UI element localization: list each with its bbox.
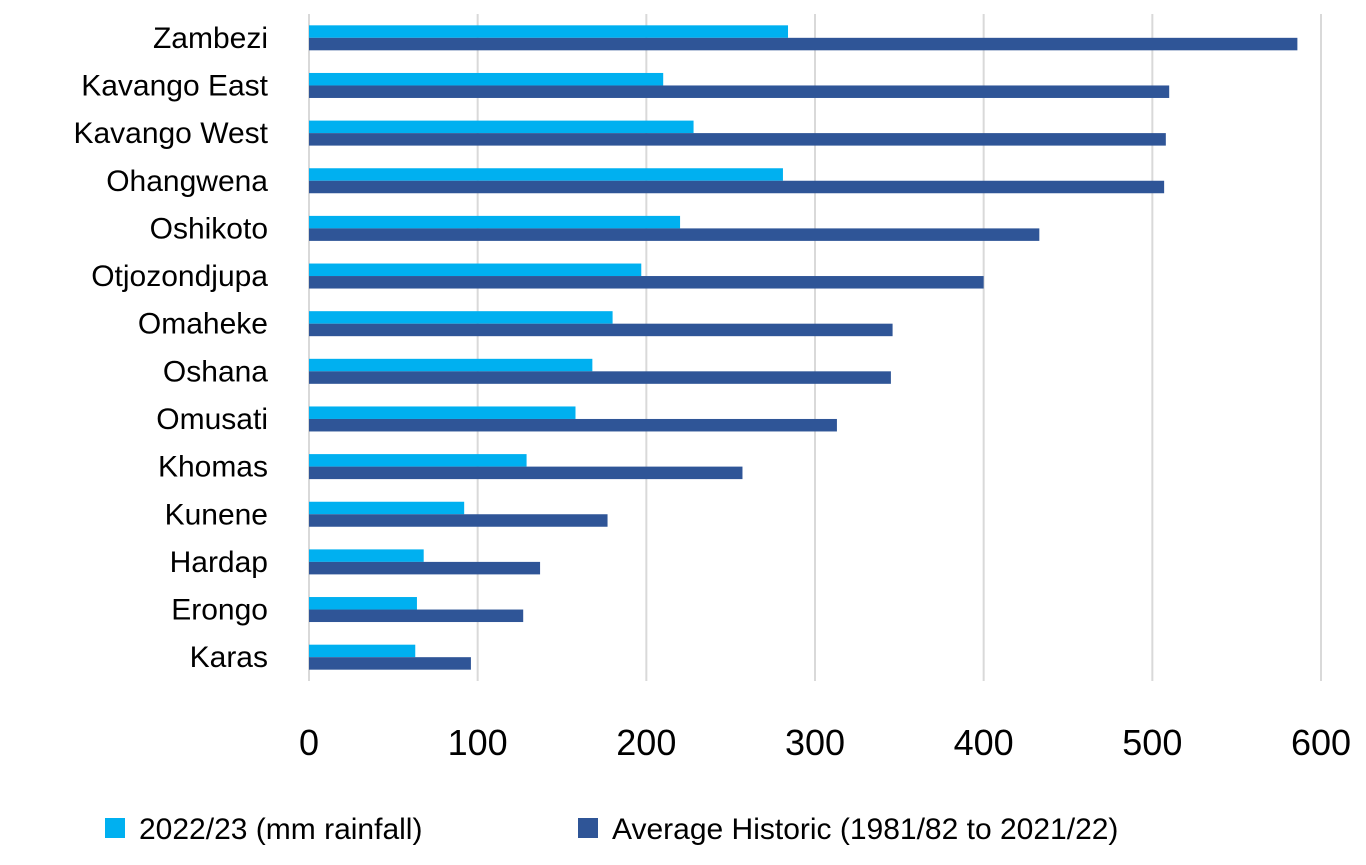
legend-swatch bbox=[578, 818, 598, 838]
category-label: Otjozondjupa bbox=[91, 260, 268, 293]
bar-2022-23 bbox=[309, 549, 424, 562]
category-label: Zambezi bbox=[153, 22, 268, 55]
bar-2022-23 bbox=[309, 215, 681, 229]
bar-2022-23 bbox=[309, 358, 593, 372]
bars bbox=[309, 25, 1298, 670]
category-label: Omaheke bbox=[138, 308, 268, 341]
category-labels: Zambezi Kavango East Kavango West Ohangwena… bbox=[73, 22, 268, 674]
legend-swatch bbox=[105, 818, 125, 838]
bar-average-historic bbox=[309, 180, 1165, 194]
bar-2022-23 bbox=[309, 454, 527, 467]
x-tick-label: 300 bbox=[785, 722, 845, 763]
category-label: Omusati bbox=[156, 403, 268, 436]
bar-average-historic bbox=[309, 466, 743, 480]
category-label: Karas bbox=[190, 641, 268, 674]
x-tick-label: 200 bbox=[616, 722, 676, 763]
bar-2022-23 bbox=[309, 501, 465, 515]
bar-average-historic bbox=[309, 657, 471, 670]
x-tick-labels: 0 100 200 300 400 500 600 bbox=[299, 722, 1351, 763]
bar-average-historic bbox=[309, 37, 1298, 51]
bar-2022-23 bbox=[309, 597, 417, 610]
legend-label: Average Historic (1981/82 to 2021/22) bbox=[612, 813, 1118, 846]
category-label: Oshana bbox=[163, 355, 268, 388]
bar-average-historic bbox=[309, 561, 541, 575]
x-tick-label: 600 bbox=[1291, 722, 1351, 763]
bar-average-historic bbox=[309, 276, 984, 289]
legend: 2022/23 (mm rainfall) Average Historic (1… bbox=[105, 813, 1118, 846]
bar-2022-23 bbox=[309, 406, 576, 419]
bar-average-historic bbox=[309, 609, 524, 623]
bar-2022-23 bbox=[309, 263, 642, 277]
gridlines bbox=[308, 14, 1322, 681]
category-label: Hardap bbox=[170, 546, 268, 579]
bar-average-historic bbox=[309, 514, 608, 527]
category-label: Kavango East bbox=[81, 69, 268, 102]
bar-average-historic bbox=[309, 133, 1166, 146]
bar-2022-23 bbox=[309, 72, 664, 86]
bar-2022-23 bbox=[309, 168, 783, 181]
category-label: Erongo bbox=[171, 594, 268, 627]
bar-average-historic bbox=[309, 418, 837, 432]
x-tick-label: 100 bbox=[448, 722, 508, 763]
category-label: Ohangwena bbox=[106, 165, 268, 198]
bar-2022-23 bbox=[309, 644, 416, 658]
category-label: Oshikoto bbox=[150, 212, 268, 245]
bar-average-historic bbox=[309, 228, 1040, 241]
x-tick-label: 0 bbox=[299, 722, 319, 763]
bar-2022-23 bbox=[309, 120, 694, 134]
bar-average-historic bbox=[309, 85, 1170, 98]
category-label: Khomas bbox=[158, 451, 268, 484]
bar-2022-23 bbox=[309, 311, 613, 324]
category-label: Kavango West bbox=[73, 117, 268, 150]
bar-average-historic bbox=[309, 371, 891, 384]
bar-2022-23 bbox=[309, 25, 789, 38]
category-label: Kunene bbox=[165, 498, 268, 531]
x-tick-label: 400 bbox=[954, 722, 1014, 763]
bar-average-historic bbox=[309, 323, 893, 337]
x-tick-label: 500 bbox=[1122, 722, 1182, 763]
legend-label: 2022/23 (mm rainfall) bbox=[139, 813, 422, 846]
